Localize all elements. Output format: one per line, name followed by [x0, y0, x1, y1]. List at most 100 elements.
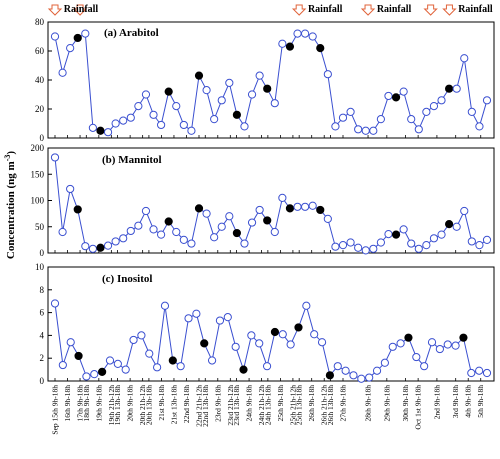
x-tick-label: 18th 9h-18h: [82, 385, 91, 422]
data-point: [96, 126, 105, 135]
x-tick-label: 3rd 9h-18h: [451, 385, 460, 418]
rainfall-arrow: [442, 4, 457, 16]
data-point: [194, 204, 204, 213]
x-tick-label: 20th 21h-12h: [138, 385, 147, 425]
data-point: [255, 71, 264, 80]
x-tick-label: 21st 9h-18h: [157, 385, 166, 421]
y-tick-label: 8: [40, 285, 45, 295]
data-point: [475, 241, 484, 250]
data-point: [451, 341, 460, 350]
data-point: [187, 126, 196, 135]
data-point: [460, 54, 469, 63]
x-tick-label: 20th 9h-18h: [126, 385, 135, 422]
data-point: [357, 374, 366, 383]
data-point: [391, 230, 401, 239]
data-point: [372, 366, 382, 375]
rainfall-label: Rainfall: [308, 4, 343, 15]
panel-2: 0 50 100 150 200 (b) Mannitol: [31, 143, 495, 258]
data-point: [354, 125, 363, 134]
data-point: [232, 110, 241, 119]
data-point: [475, 122, 484, 131]
rainfall-arrow: [72, 4, 88, 16]
y-tick-label: 4: [40, 330, 45, 340]
data-point: [172, 227, 181, 237]
rainfall-label: Rainfall: [64, 4, 99, 15]
x-tick-label: 17th 9h-18h: [76, 385, 85, 422]
data-point: [263, 216, 272, 225]
data-point: [247, 331, 256, 340]
data-point: [380, 358, 389, 367]
data-point: [384, 230, 393, 239]
y-tick-label: 20: [35, 104, 45, 114]
data-point: [157, 230, 166, 239]
x-tick-label: 2nd 9h-18h: [432, 385, 441, 420]
data-point: [467, 368, 476, 378]
data-point: [391, 93, 401, 102]
data-point: [429, 102, 439, 111]
data-point: [308, 201, 317, 210]
data-point: [202, 86, 211, 95]
data-point: [331, 122, 340, 131]
data-point: [210, 233, 219, 242]
data-point: [310, 330, 319, 339]
series-line: [54, 32, 488, 133]
data-point: [338, 113, 348, 122]
data-point: [126, 113, 135, 122]
data-point: [81, 242, 90, 251]
data-point: [270, 99, 279, 108]
data-point: [346, 238, 355, 247]
x-tick-label: 21st 13h-18h: [169, 385, 178, 425]
data-point: [66, 44, 75, 53]
data-point: [459, 333, 468, 342]
data-point: [422, 241, 431, 250]
data-point: [429, 234, 439, 243]
data-point: [111, 119, 120, 128]
data-point: [278, 39, 287, 48]
x-tick-label: 25th 13h-18h: [295, 385, 304, 425]
data-point: [482, 235, 492, 244]
y-tick-label: 6: [40, 308, 45, 318]
rainfall-label: Rainfall: [458, 4, 493, 15]
data-point: [460, 206, 469, 216]
data-point: [202, 209, 211, 218]
data-point: [346, 107, 355, 117]
data-point: [113, 359, 122, 368]
data-point: [50, 153, 60, 162]
data-point: [255, 339, 264, 348]
data-point: [232, 228, 241, 238]
x-tick-label: 24th 9h-18h: [245, 385, 254, 422]
data-point: [98, 367, 107, 376]
x-tick-label: 24th 21h-12h: [257, 385, 266, 425]
rainfall-label: Rainfall: [377, 4, 412, 15]
data-point: [376, 115, 385, 124]
data-point: [399, 225, 408, 234]
y-tick-label: 80: [35, 17, 45, 27]
data-point: [172, 102, 181, 111]
data-point: [317, 338, 327, 347]
data-point: [286, 340, 295, 349]
rainfall-arrow-shape: [423, 4, 438, 16]
data-point: [96, 243, 105, 252]
rainfall-arrow-shape: [360, 4, 376, 16]
data-point: [50, 32, 60, 41]
data-point: [66, 184, 75, 194]
data-point: [73, 205, 82, 214]
data-point: [82, 372, 91, 381]
data-point: [278, 193, 287, 202]
data-point: [263, 84, 272, 93]
data-point: [262, 362, 272, 371]
data-point: [437, 230, 446, 239]
data-point: [407, 115, 416, 124]
data-point: [396, 339, 405, 348]
data-point: [369, 126, 378, 135]
x-tick-label: 25th 21h-12h: [288, 385, 297, 425]
data-point: [240, 239, 249, 248]
y-tick-label: 0: [40, 133, 45, 143]
rainfall-arrow: [47, 4, 63, 16]
data-point: [482, 368, 492, 378]
data-point: [129, 335, 138, 345]
rainfall-arrow: [291, 4, 307, 16]
data-point: [164, 87, 173, 96]
data-point: [445, 220, 454, 229]
